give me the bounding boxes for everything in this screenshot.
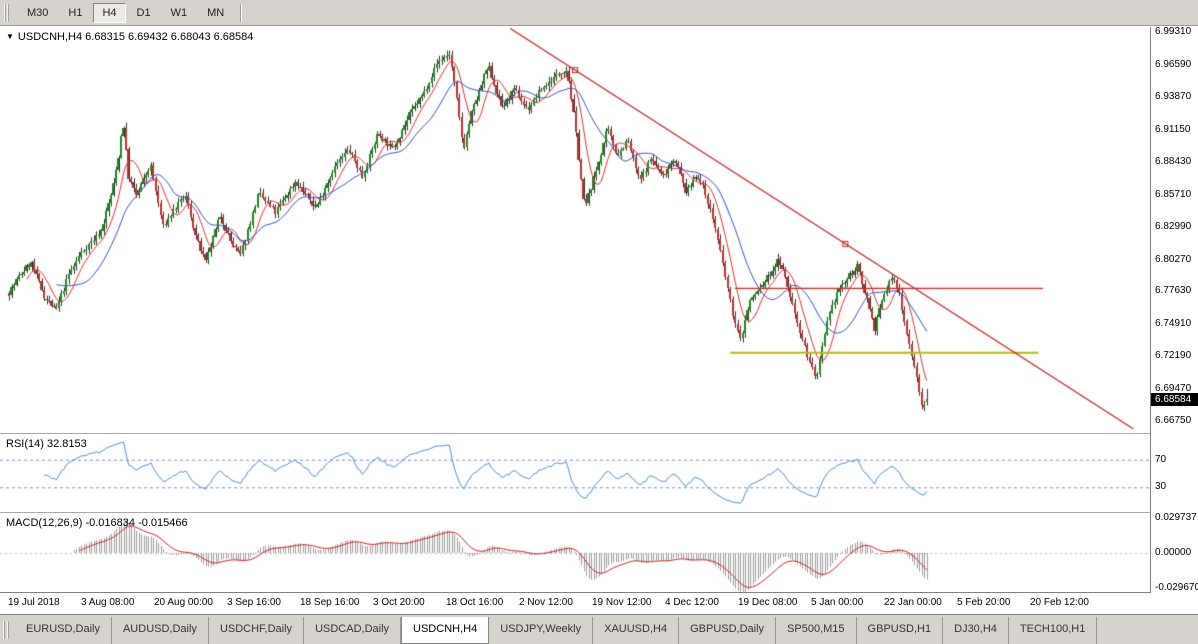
symbol-marker-icon: ▼ [6,32,14,41]
price-axis-label: 6.82990 [1155,221,1192,232]
time-axis-label: 3 Sep 16:00 [227,597,281,608]
chart-tab-audusd-daily[interactable]: AUDUSD,Daily [112,617,209,644]
time-axis-label: 22 Jan 00:00 [884,597,942,608]
timeframe-button-h1[interactable]: H1 [68,6,83,19]
macd-axis-label: -0.029670 [1155,582,1198,593]
chart-tab-gbpusd-h1[interactable]: GBPUSD,H1 [857,617,944,644]
timeframe-button-mn[interactable]: MN [207,6,225,19]
timeframe-button-h4[interactable]: H4 [93,2,126,23]
chart-tab-xauusd-h4[interactable]: XAUUSD,H4 [593,617,680,644]
time-axis-label: 20 Aug 00:00 [154,597,213,608]
timeframe-button-d1[interactable]: D1 [136,6,151,19]
price-axis[interactable]: 6.99310 6.96590 6.93870 6.91150 6.88430 6.857… [1150,26,1198,593]
time-axis-label: 3 Oct 20:00 [373,597,425,608]
rsi-indicator-canvas[interactable] [0,435,1150,512]
time-axis[interactable]: 19 Jul 2018 3 Aug 08:00 20 Aug 00:00 3 Sep … [0,593,1198,614]
timeframe-buttons: M30 H1 H4 D1 W1 MN [17,2,234,23]
chart-tab-eurusd-daily[interactable]: EURUSD,Daily [15,617,112,644]
time-axis-label: 19 Dec 08:00 [738,597,798,608]
chart-tab-tech100-h1[interactable]: TECH100,H1 [1009,617,1098,644]
timeframe-button-w1[interactable]: W1 [170,6,188,19]
chart-tab-usdcnh-h4[interactable]: USDCNH,H4 [401,617,490,644]
rsi-indicator-label: RSI(14) 32.8153 [6,438,87,450]
time-axis-label: 19 Nov 12:00 [592,597,652,608]
price-axis-label: 6.99310 [1155,26,1192,38]
price-axis-label: 6.69470 [1155,382,1192,394]
macd-axis-label: 0.029737 [1155,512,1197,523]
price-axis-label: 6.74910 [1155,317,1192,329]
price-axis-label: 6.93870 [1155,91,1192,103]
chart-tabs: EURUSD,Daily AUDUSD,Daily USDCHF,Daily USDC… [15,617,1098,644]
time-axis-label: 20 Feb 12:00 [1030,597,1089,608]
chart-bottom-border [0,592,1198,593]
price-axis-label: 6.96590 [1155,58,1192,70]
pane-divider[interactable] [0,433,1198,435]
macd-axis-label: 0.00000 [1155,547,1192,559]
chart-tab-usdcad-daily[interactable]: USDCAD,Daily [304,617,402,644]
rsi-axis-label: 70 [1155,453,1167,465]
rsi-axis-label: 30 [1155,481,1167,493]
time-axis-label: 18 Sep 16:00 [300,597,360,608]
chart-tab-usdjpy-weekly[interactable]: USDJPY,Weekly [489,617,594,644]
time-axis-label: 3 Aug 08:00 [81,597,135,608]
price-chart-canvas[interactable] [0,27,1150,433]
chart-tab-gbpusd-daily[interactable]: GBPUSD,Daily [679,617,777,644]
price-axis-label: 6.88430 [1155,156,1192,167]
chart-area: ▼ USDCNH,H4 6.68315 6.69432 6.68043 6.685… [0,26,1198,614]
chart-tab-sp500-m15[interactable]: SP500,M15 [776,617,857,644]
time-axis-label: 19 Jul 2018 [8,597,60,608]
price-axis-label: 6.77630 [1155,285,1192,297]
current-price-tag: 6.68584 [1151,393,1198,407]
time-axis-label: 2 Nov 12:00 [519,597,573,608]
chart-tab-usdchf-daily[interactable]: USDCHF,Daily [209,617,305,644]
chart-tab-dj30-h4[interactable]: DJ30,H4 [943,617,1009,644]
toolbar-drag-handle[interactable] [4,3,9,22]
chart-symbol-label: USDCNH,H4 [17,31,83,43]
macd-indicator-label: MACD(12,26,9) -0.016834 -0.015466 [6,517,188,529]
time-axis-label: 5 Jan 00:00 [811,597,864,608]
chart-ohlc-label: ▼ USDCNH,H4 6.68315 6.69432 6.68043 6.685… [6,31,253,43]
macd-indicator-canvas[interactable] [0,514,1150,592]
tabbar-drag-handle[interactable] [3,621,9,639]
toolbar-separator [240,3,243,22]
price-axis-label: 6.80270 [1155,253,1192,265]
price-axis-label: 6.91150 [1155,123,1191,135]
pane-divider[interactable] [0,512,1198,514]
price-axis-label: 6.72190 [1155,350,1192,362]
time-axis-label: 5 Feb 20:00 [957,597,1011,608]
timeframe-toolbar: M30 H1 H4 D1 W1 MN [0,0,1198,26]
time-axis-label: 18 Oct 16:00 [446,597,504,608]
chart-tabs-bar: EURUSD,Daily AUDUSD,Daily USDCHF,Daily USDC… [0,614,1198,644]
time-axis-label: 4 Dec 12:00 [665,597,719,608]
chart-ohlc-values: 6.68315 6.69432 6.68043 6.68584 [85,31,254,43]
price-axis-label: 6.85710 [1155,188,1192,200]
price-axis-label: 6.66750 [1155,415,1192,427]
timeframe-button-m30[interactable]: M30 [27,6,49,19]
